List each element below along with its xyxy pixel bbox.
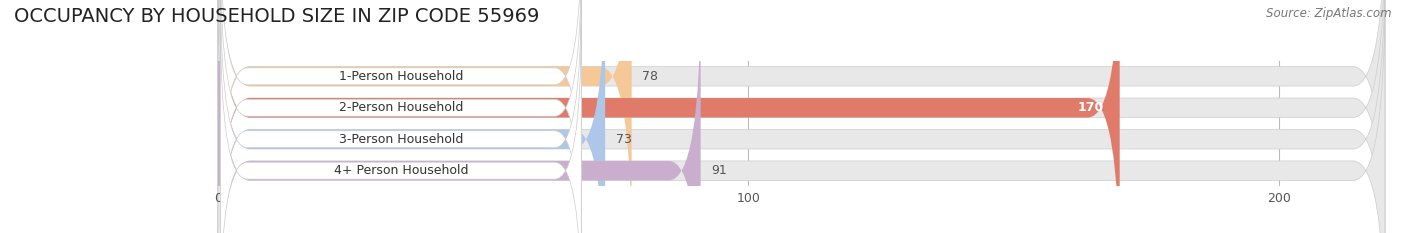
FancyBboxPatch shape: [218, 0, 1385, 233]
Text: 4+ Person Household: 4+ Person Household: [333, 164, 468, 177]
Text: 73: 73: [616, 133, 631, 146]
FancyBboxPatch shape: [218, 0, 1385, 233]
Text: 1-Person Household: 1-Person Household: [339, 70, 463, 83]
Text: OCCUPANCY BY HOUSEHOLD SIZE IN ZIP CODE 55969: OCCUPANCY BY HOUSEHOLD SIZE IN ZIP CODE …: [14, 7, 540, 26]
FancyBboxPatch shape: [221, 0, 581, 233]
Text: 170: 170: [1077, 101, 1104, 114]
FancyBboxPatch shape: [221, 22, 581, 233]
Text: 78: 78: [643, 70, 658, 83]
FancyBboxPatch shape: [218, 0, 631, 233]
FancyBboxPatch shape: [221, 0, 581, 225]
FancyBboxPatch shape: [218, 0, 605, 233]
Text: 91: 91: [711, 164, 727, 177]
FancyBboxPatch shape: [218, 0, 1119, 233]
FancyBboxPatch shape: [218, 0, 1385, 233]
FancyBboxPatch shape: [218, 0, 1385, 233]
FancyBboxPatch shape: [218, 0, 700, 233]
Text: Source: ZipAtlas.com: Source: ZipAtlas.com: [1267, 7, 1392, 20]
Text: 2-Person Household: 2-Person Household: [339, 101, 463, 114]
Text: 3-Person Household: 3-Person Household: [339, 133, 463, 146]
FancyBboxPatch shape: [221, 0, 581, 233]
